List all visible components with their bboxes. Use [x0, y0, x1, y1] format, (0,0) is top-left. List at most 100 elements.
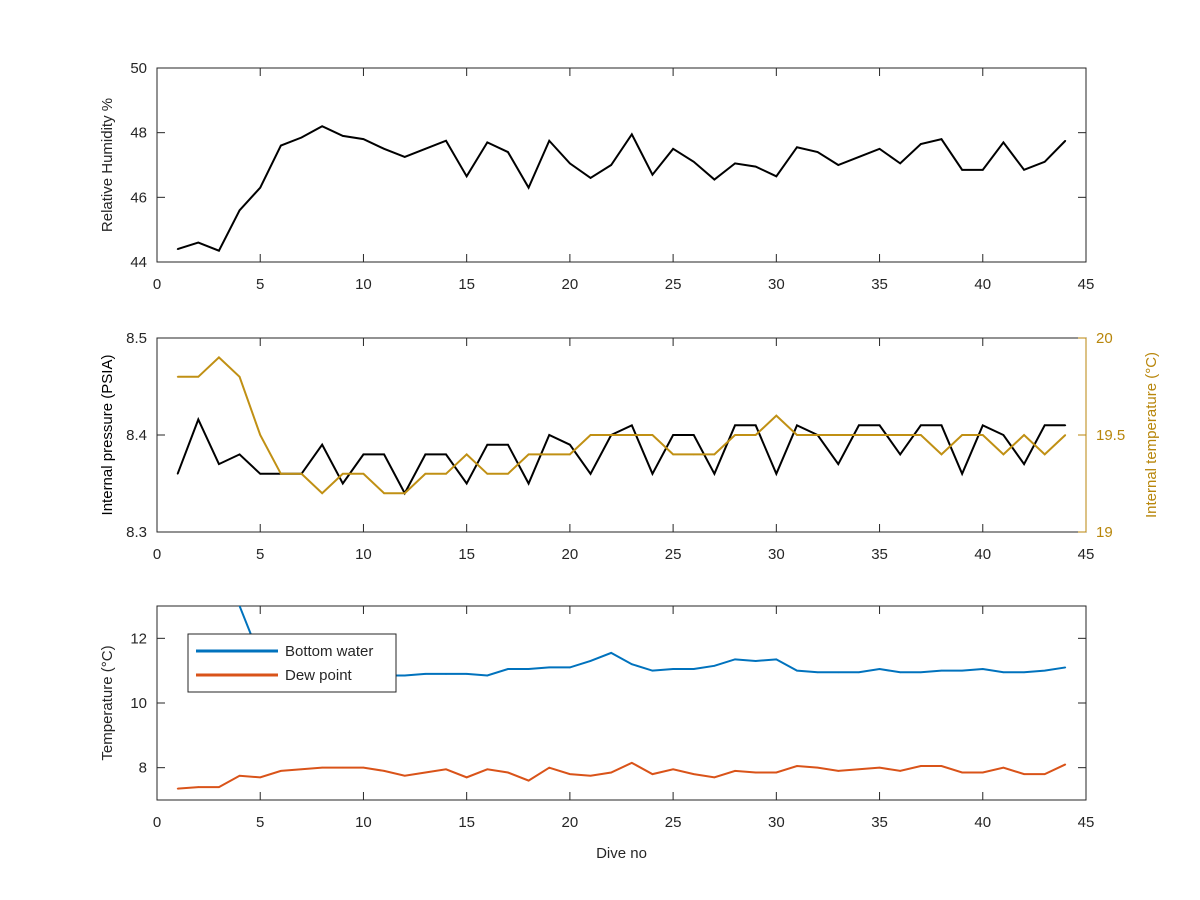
x-tick-label: 10: [355, 814, 372, 831]
data-point: [961, 434, 963, 436]
x-tick-label: 5: [256, 814, 264, 831]
y-tick-label: 8.3: [126, 524, 147, 541]
x-tick-label: 10: [355, 276, 372, 293]
x-tick-label: 5: [256, 546, 264, 563]
data-point: [342, 766, 344, 769]
data-point: [569, 162, 571, 165]
data-point: [1002, 453, 1005, 456]
data-point: [321, 125, 323, 127]
data-point: [816, 671, 819, 674]
data-point: [672, 148, 674, 150]
data-point: [858, 671, 860, 674]
data-point: [383, 770, 385, 772]
x-tick-label: 25: [665, 546, 682, 563]
data-point: [527, 668, 530, 670]
x-tick-label: 0: [153, 276, 161, 293]
legend-label: Dew point: [285, 667, 353, 684]
data-point: [651, 773, 654, 775]
data-point: [940, 138, 943, 140]
x-tick-label: 30: [768, 546, 785, 563]
data-point: [176, 376, 179, 378]
data-point: [527, 482, 530, 485]
data-point: [920, 424, 922, 427]
data-point: [878, 148, 881, 150]
x-axis-label: Dive no: [596, 845, 647, 862]
data-point: [899, 770, 901, 772]
data-point: [878, 668, 881, 670]
data-point: [527, 186, 530, 189]
data-point: [961, 771, 963, 774]
data-point: [218, 356, 220, 359]
y-tick-label: 50: [130, 60, 147, 77]
data-point: [692, 453, 695, 456]
data-point: [383, 453, 385, 456]
x-tick-label: 35: [871, 546, 888, 563]
data-point: [1064, 666, 1067, 669]
data-point: [713, 473, 716, 475]
data-point: [321, 443, 323, 446]
data-point: [1043, 160, 1046, 163]
data-point: [548, 434, 551, 436]
data-point: [238, 209, 241, 212]
data-point: [1023, 671, 1025, 674]
data-point: [920, 765, 922, 767]
data-point: [342, 482, 344, 485]
data-point: [920, 143, 922, 145]
data-point: [507, 151, 509, 153]
legend-box: [187, 633, 397, 693]
data-point: [424, 453, 427, 456]
data-point: [465, 673, 468, 675]
y-tick-label: 8.5: [126, 330, 147, 347]
data-point: [197, 786, 200, 788]
data-point: [383, 148, 385, 150]
x-tick-label: 40: [974, 546, 991, 563]
data-point: [816, 434, 819, 436]
data-point: [1023, 434, 1025, 436]
data-point: [651, 669, 654, 672]
x-tick-label: 45: [1078, 276, 1095, 293]
data-point: [920, 434, 922, 436]
x-tick-label: 5: [256, 276, 264, 293]
data-point: [734, 770, 736, 772]
chart-panel-1: 0 5 10 15 20 25 30 35 40 45 44 46 48 50 Relative Humid…: [99, 60, 1094, 293]
plot-area: [156, 67, 1087, 263]
data-point: [176, 248, 179, 250]
data-point: [610, 164, 612, 166]
data-point: [218, 786, 220, 788]
data-point: [1064, 424, 1067, 427]
data-point: [176, 787, 179, 790]
data-point: [796, 146, 798, 149]
data-point: [734, 658, 736, 661]
data-point: [321, 492, 323, 495]
data-point: [672, 768, 674, 771]
series-line-1: [176, 416, 1066, 496]
x-tick-label: 20: [562, 276, 579, 293]
chart-panel-3: 0 5 10 15 20 25 30 35 40 45 8 10 12 Temperature (°C) D…: [99, 605, 1094, 862]
data-point: [445, 453, 447, 456]
data-point: [197, 418, 200, 421]
data-point: [816, 766, 819, 769]
data-point: [1002, 671, 1005, 674]
x-tick-label: 0: [153, 814, 161, 831]
x-tick-label: 25: [665, 814, 682, 831]
x-tick-label: 35: [871, 814, 888, 831]
data-point: [610, 434, 612, 436]
data-point: [176, 473, 179, 475]
x-tick-label: 45: [1078, 546, 1095, 563]
data-point: [775, 771, 778, 774]
data-point: [899, 434, 901, 436]
data-point: [796, 424, 798, 427]
y-tick-label: 48: [130, 125, 147, 142]
data-point: [238, 376, 241, 378]
data-point: [569, 666, 571, 669]
data-point: [858, 156, 860, 158]
data-point: [362, 766, 365, 769]
data-point: [589, 660, 592, 662]
data-point: [238, 774, 241, 777]
data-point: [1002, 766, 1005, 769]
data-point: [445, 673, 447, 675]
data-point: [940, 669, 943, 672]
data-point: [362, 138, 365, 140]
x-tick-label: 40: [974, 814, 991, 831]
